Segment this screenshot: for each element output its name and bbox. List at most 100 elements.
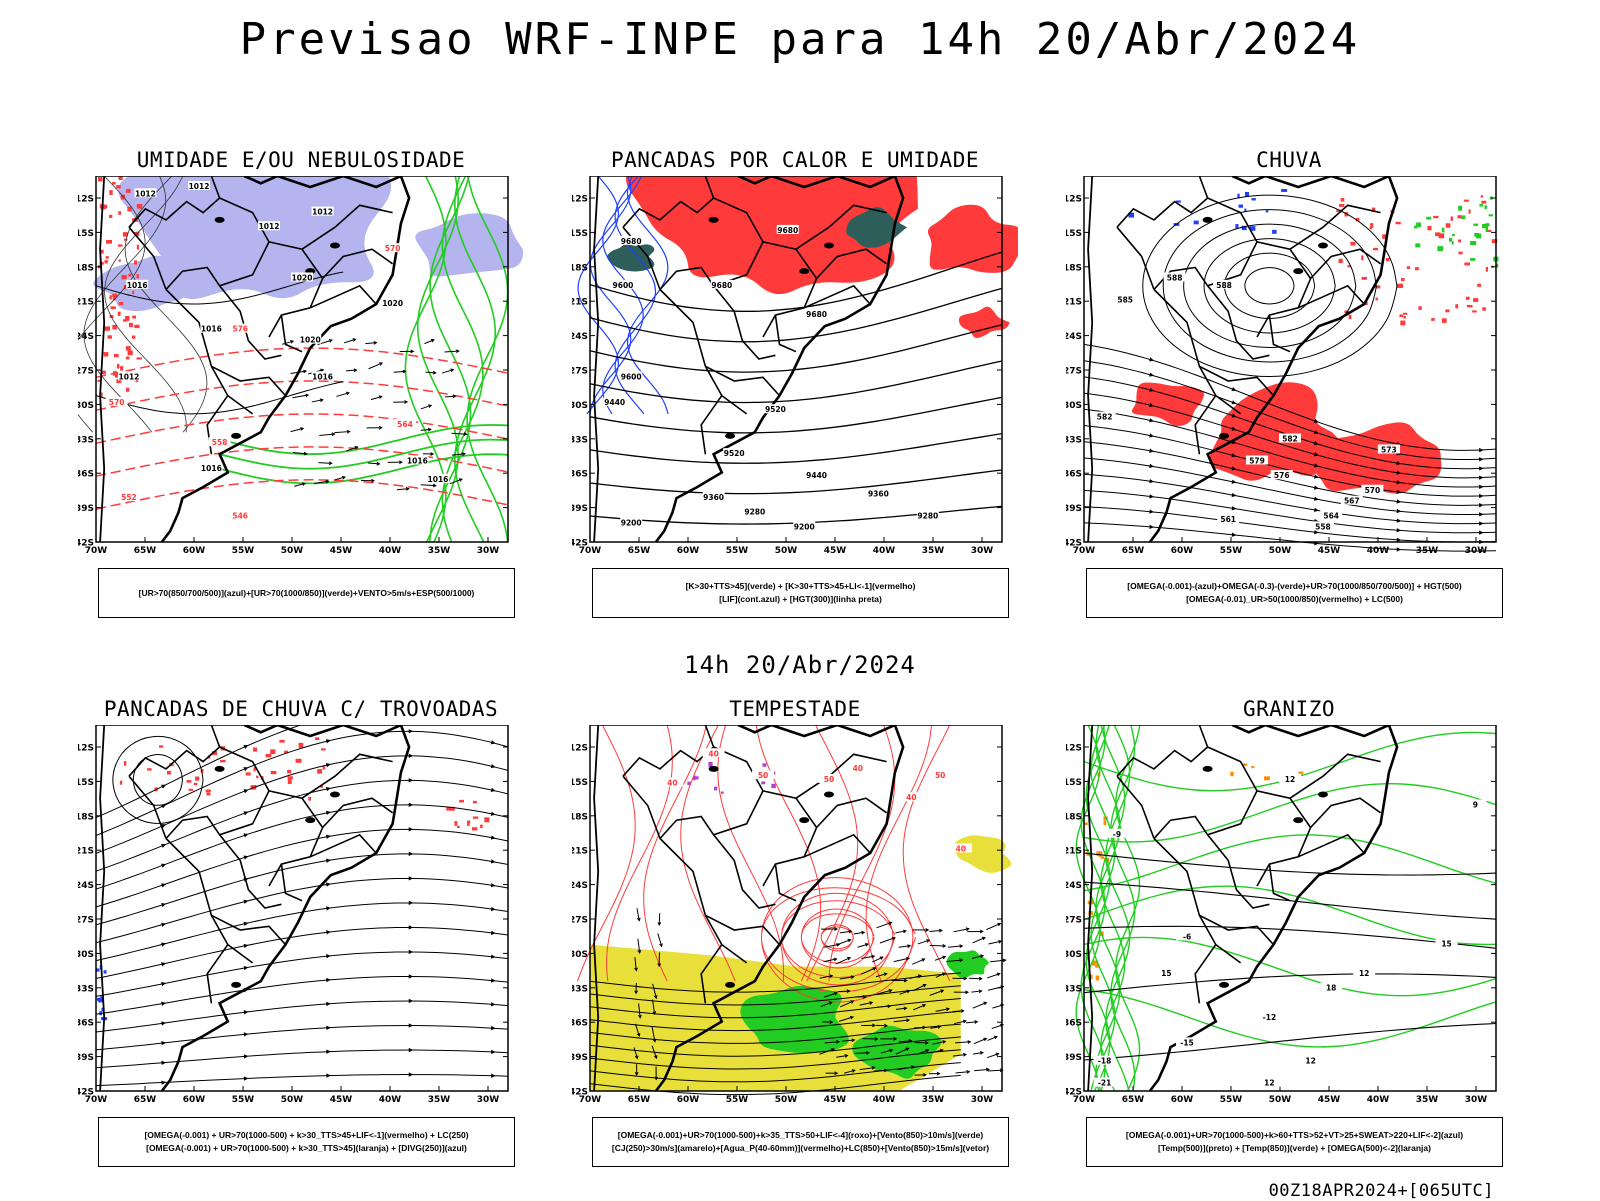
lat-tick-label: 21S: [78, 847, 94, 857]
lat-tick-label: 15S: [1066, 778, 1082, 788]
contour-label: 1012: [259, 222, 280, 231]
panel-title: TEMPESTADE: [572, 697, 1018, 721]
legend-line: [LIF](cont.azul) + [HGT(300)](linha pret…: [719, 593, 882, 606]
lat-tick-label: 30S: [572, 401, 588, 411]
panel-title: UMIDADE E/OU NEBULOSIDADE: [78, 148, 524, 172]
orange-cell: [1230, 772, 1233, 776]
lake-marker: [1203, 766, 1213, 772]
lat-tick-label: 24S: [78, 332, 94, 342]
contour-label: 9600: [621, 372, 642, 381]
red-cell: [108, 335, 112, 338]
lat-tick-label: 12S: [572, 195, 588, 205]
green-cell: [1470, 258, 1475, 261]
red-storm-cell: [206, 790, 211, 793]
lat-tick-label: 36S: [572, 1019, 588, 1029]
legend-box: [OMEGA(-0.001)+UR>70(1000-500)+k>60+TTS>…: [1086, 1117, 1503, 1167]
contour-label: 582: [1282, 435, 1298, 444]
map-background: [96, 725, 508, 1091]
lon-tick-label: 45W: [1318, 1095, 1341, 1105]
valid-time-subtitle: 14h 20/Abr/2024: [0, 651, 1600, 679]
lat-tick-label: 12S: [572, 744, 588, 754]
lon-tick-label: 50W: [1269, 546, 1292, 556]
lon-tick-label: 40W: [873, 1095, 896, 1105]
legend-line: [K>30+TTS>45](verde) + [K>30+TTS>45+LI<-…: [686, 580, 916, 593]
contour-label: 576: [232, 325, 248, 334]
contour-label: 588: [1167, 273, 1183, 282]
lon-tick-label: 50W: [775, 546, 798, 556]
legend-line: [OMEGA(-0.001) + UR>70(1000-500) + k>30_…: [144, 1129, 468, 1142]
blue-cell: [1194, 221, 1199, 225]
lat-tick-label: 30S: [78, 401, 94, 411]
contour-label: 1016: [428, 475, 449, 484]
green-cell: [1426, 217, 1431, 220]
legend-line: [CJ(250)>30m/s](amarelo)+[Agua_P(40-60mm…: [612, 1142, 989, 1155]
red-storm-cell: [323, 766, 326, 769]
lat-tick-label: 12S: [78, 195, 94, 205]
lat-tick-label: 27S: [572, 916, 588, 926]
red-cell: [128, 274, 131, 277]
lon-tick-label: 40W: [379, 1095, 402, 1105]
contour-label: 9680: [621, 237, 642, 246]
contour-label: 552: [121, 493, 137, 502]
orange-cell: [1264, 776, 1270, 780]
contour-label: 1020: [300, 336, 321, 345]
lon-tick-label: 55W: [232, 1095, 255, 1105]
lat-tick-label: 15S: [78, 229, 94, 239]
red-rain-cell: [1442, 318, 1447, 323]
red-rain-cell: [1481, 195, 1483, 197]
red-cell: [104, 326, 110, 330]
red-cell: [128, 351, 133, 356]
lat-tick-label: 15S: [572, 778, 588, 788]
red-cell: [126, 388, 129, 392]
green-cell: [1485, 223, 1489, 226]
red-storm-cell: [288, 776, 293, 779]
red-cell: [121, 275, 126, 279]
lon-tick-label: 40W: [1367, 1095, 1390, 1105]
lon-tick-label: 45W: [1318, 546, 1341, 556]
red-storm-cell: [473, 816, 478, 818]
purple-cell: [762, 763, 766, 766]
red-rain-cell: [1401, 278, 1405, 281]
lat-tick-label: 18S: [572, 812, 588, 822]
red-rain-cell: [1396, 222, 1401, 224]
red-storm-cell: [321, 748, 326, 750]
contour-label: 9200: [621, 519, 642, 528]
purple-cell: [694, 776, 699, 779]
orange-cell: [1251, 766, 1254, 768]
lon-tick-label: 70W: [579, 1095, 602, 1105]
contour-label: -15: [1180, 1038, 1194, 1047]
contour-label: -21: [1098, 1079, 1112, 1088]
legend-line: [Temp(500)](preto) + [Temp(850)](verde) …: [1158, 1142, 1431, 1155]
lat-tick-label: 27S: [1066, 916, 1082, 926]
lat-tick-label: 33S: [1066, 984, 1082, 994]
lake-marker: [709, 217, 719, 223]
contour-label: 9680: [806, 310, 827, 319]
lake-marker: [231, 982, 241, 988]
blue-cell: [1251, 198, 1255, 200]
lat-tick-label: 24S: [572, 881, 588, 891]
lake-marker: [1219, 982, 1229, 988]
green-cell: [1415, 243, 1420, 247]
green-cell: [1489, 214, 1493, 216]
red-cell: [132, 316, 136, 319]
lat-tick-label: 18S: [1066, 812, 1082, 822]
panel-title: PANCADAS DE CHUVA C/ TROVOADAS: [78, 697, 524, 721]
lat-tick-label: 33S: [572, 984, 588, 994]
contour-label: 1012: [189, 182, 210, 191]
red-cell: [114, 354, 119, 357]
red-rain-cell: [1403, 313, 1407, 315]
red-storm-cell: [315, 737, 319, 740]
lon-tick-label: 60W: [183, 546, 206, 556]
lon-tick-label: 40W: [379, 546, 402, 556]
lon-tick-label: 45W: [824, 546, 847, 556]
red-rain-cell: [1341, 198, 1345, 202]
red-cell: [109, 215, 112, 218]
legend-line: [OMEGA(-0.01)_UR>50(1000/850)(vermelho) …: [1186, 593, 1403, 606]
red-storm-cell: [220, 760, 226, 762]
lake-marker: [799, 268, 809, 274]
red-cell: [112, 182, 116, 184]
lat-tick-label: 18S: [572, 263, 588, 273]
